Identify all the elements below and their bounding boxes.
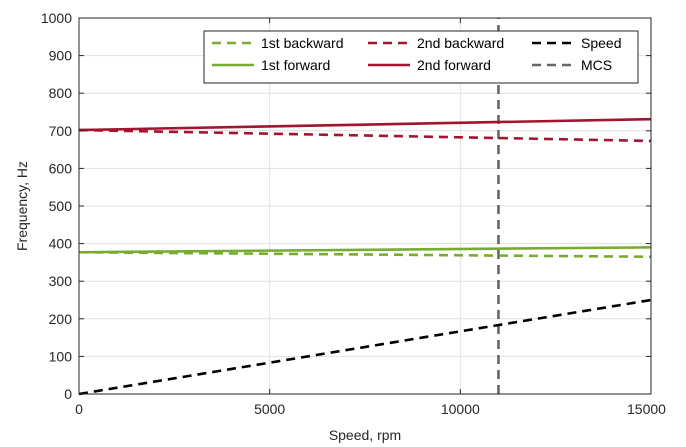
x-tick-label: 10000 [441,401,480,417]
grid-lines [79,18,651,394]
y-tick-label: 0 [64,386,72,402]
legend: 1st backward 2nd backward Speed 1st forward… [203,30,639,84]
y-tick-label: 200 [49,311,73,327]
y-axis-label: Frequency, Hz [14,161,30,251]
legend-box [203,30,639,84]
y-tick-label: 900 [49,48,73,64]
y-tick-label: 300 [49,273,73,289]
legend-label: Speed [581,35,621,51]
legend-label: 1st backward [261,35,343,51]
axis-ticks: 0 5000 10000 15000 0 100 200 300 400 500 600 700 800… [41,10,666,417]
series-1st-forward-line [78,246,652,254]
y-tick-label: 800 [49,85,73,101]
series-speed-line [78,298,652,396]
legend-item-2nd-backward: 2nd backward [368,35,504,51]
legend-item-1st-forward: 1st forward [212,57,330,73]
legend-label: 2nd forward [417,57,491,73]
y-tick-label: 700 [49,123,73,139]
y-tick-label: 400 [49,236,73,252]
y-tick-label: 1000 [41,10,72,26]
y-tick-label: 500 [49,198,73,214]
series-2nd-backward-line [78,128,652,143]
legend-item-speed: Speed [532,35,621,51]
x-axis-label: Speed, rpm [329,427,401,443]
x-tick-label: 15000 [627,401,666,417]
legend-label: MCS [581,57,612,73]
legend-item-mcs: MCS [532,57,612,73]
legend-item-2nd-forward: 2nd forward [368,57,491,73]
legend-label: 2nd backward [417,35,504,51]
x-tick-label: 5000 [254,401,285,417]
y-tick-label: 100 [49,348,73,364]
series-1st-backward-line [78,250,652,259]
y-tick-label: 600 [49,160,73,176]
legend-label: 1st forward [261,57,330,73]
x-tick-label: 0 [75,401,83,417]
series-2nd-forward-line [78,117,652,132]
series-layer [78,18,652,396]
legend-item-1st-backward: 1st backward [212,35,343,51]
